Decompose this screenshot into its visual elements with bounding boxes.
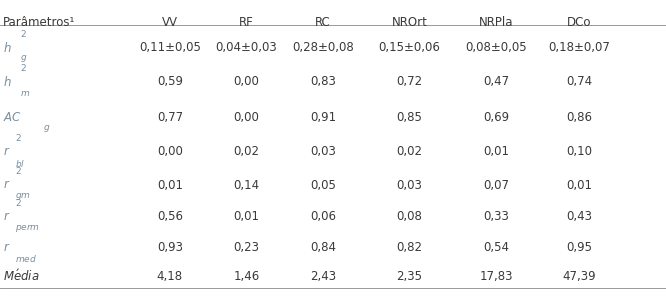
Text: $h$: $h$ <box>3 75 12 89</box>
Text: $AC$: $AC$ <box>3 111 22 124</box>
Text: 0,07: 0,07 <box>483 178 509 192</box>
Text: $r$: $r$ <box>3 145 11 158</box>
Text: 17,83: 17,83 <box>480 270 513 283</box>
Text: 0,01: 0,01 <box>483 145 509 158</box>
Text: 0,47: 0,47 <box>483 75 509 89</box>
Text: 0,03: 0,03 <box>310 145 336 158</box>
Text: $bl$: $bl$ <box>15 157 25 168</box>
Text: 0,01: 0,01 <box>157 178 183 192</box>
Text: 0,84: 0,84 <box>310 241 336 254</box>
Text: 0,83: 0,83 <box>310 75 336 89</box>
Text: 0,08: 0,08 <box>397 210 422 223</box>
Text: NRPla: NRPla <box>479 16 513 29</box>
Text: $2$: $2$ <box>15 197 22 208</box>
Text: $g$: $g$ <box>43 123 51 134</box>
Text: 0,95: 0,95 <box>566 241 593 254</box>
Text: 0,02: 0,02 <box>233 145 260 158</box>
Text: 0,18±0,07: 0,18±0,07 <box>549 41 610 54</box>
Text: 0,72: 0,72 <box>396 75 423 89</box>
Text: 1,46: 1,46 <box>233 270 260 283</box>
Text: 0,54: 0,54 <box>483 241 509 254</box>
Text: 0,01: 0,01 <box>566 178 593 192</box>
Text: DCo: DCo <box>567 16 591 29</box>
Text: 0,77: 0,77 <box>157 111 183 124</box>
Text: VV: VV <box>162 16 178 29</box>
Text: 0,86: 0,86 <box>566 111 593 124</box>
Text: $gm$: $gm$ <box>15 191 31 202</box>
Text: $r$: $r$ <box>3 241 11 254</box>
Text: $med$: $med$ <box>15 253 37 264</box>
Text: 4,18: 4,18 <box>157 270 183 283</box>
Text: NROrt: NROrt <box>392 16 428 29</box>
Text: 47,39: 47,39 <box>563 270 596 283</box>
Text: 0,69: 0,69 <box>483 111 509 124</box>
Text: 0,00: 0,00 <box>157 145 182 158</box>
Text: RC: RC <box>315 16 331 29</box>
Text: 0,08±0,05: 0,08±0,05 <box>466 41 527 54</box>
Text: 0,00: 0,00 <box>234 111 259 124</box>
Text: 2,35: 2,35 <box>396 270 423 283</box>
Text: 0,06: 0,06 <box>310 210 336 223</box>
Text: $r$: $r$ <box>3 178 11 192</box>
Text: 0,43: 0,43 <box>566 210 593 223</box>
Text: 0,10: 0,10 <box>566 145 593 158</box>
Text: 0,05: 0,05 <box>310 178 336 192</box>
Text: 0,82: 0,82 <box>396 241 423 254</box>
Text: Parâmetros¹: Parâmetros¹ <box>3 16 76 29</box>
Text: $g$: $g$ <box>20 53 27 64</box>
Text: $2$: $2$ <box>20 28 27 38</box>
Text: 0,02: 0,02 <box>396 145 423 158</box>
Text: 0,01: 0,01 <box>233 210 260 223</box>
Text: 0,14: 0,14 <box>233 178 260 192</box>
Text: 0,03: 0,03 <box>397 178 422 192</box>
Text: 0,93: 0,93 <box>157 241 183 254</box>
Text: $h$: $h$ <box>3 41 12 54</box>
Text: 0,23: 0,23 <box>233 241 260 254</box>
Text: 0,28±0,08: 0,28±0,08 <box>292 41 354 54</box>
Text: $r$: $r$ <box>3 210 11 223</box>
Text: $M\acute{e}dia$: $M\acute{e}dia$ <box>3 268 40 284</box>
Text: 0,74: 0,74 <box>566 75 593 89</box>
Text: $m$: $m$ <box>20 89 30 97</box>
Text: 0,04±0,03: 0,04±0,03 <box>216 41 277 54</box>
Text: $2$: $2$ <box>15 165 22 176</box>
Text: RF: RF <box>239 16 254 29</box>
Text: 0,33: 0,33 <box>484 210 509 223</box>
Text: 0,91: 0,91 <box>310 111 336 124</box>
Text: 2,43: 2,43 <box>310 270 336 283</box>
Text: $2$: $2$ <box>20 62 27 73</box>
Text: 0,85: 0,85 <box>397 111 422 124</box>
Text: 0,11±0,05: 0,11±0,05 <box>139 41 200 54</box>
Text: 0,59: 0,59 <box>157 75 183 89</box>
Text: $perm$: $perm$ <box>15 222 41 234</box>
Text: 0,15±0,06: 0,15±0,06 <box>379 41 440 54</box>
Text: $2$: $2$ <box>15 132 22 143</box>
Text: 0,00: 0,00 <box>234 75 259 89</box>
Text: 0,56: 0,56 <box>157 210 183 223</box>
